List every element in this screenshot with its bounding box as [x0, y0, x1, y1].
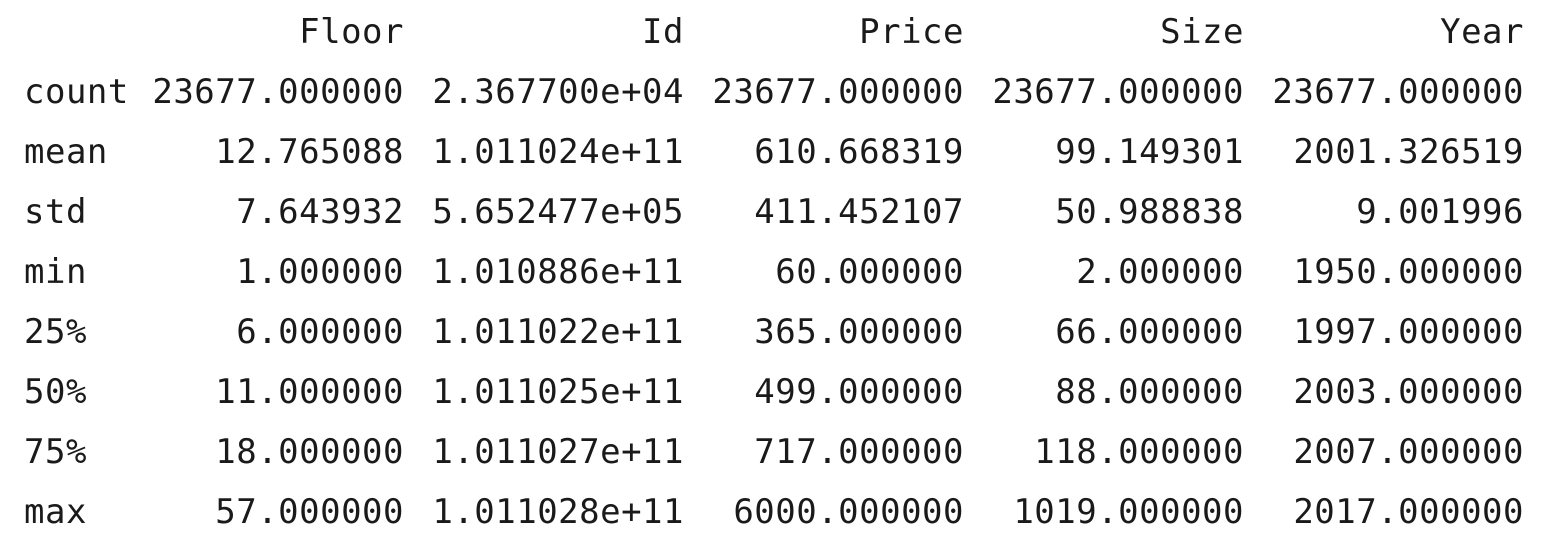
table-cell: 2003.000000	[1293, 372, 1524, 412]
table-cell: 1019.000000	[1013, 492, 1244, 532]
table-cell: 1997.000000	[1293, 312, 1524, 352]
table-cell: 12.765088	[215, 132, 404, 172]
table-row: std 7.643932 5.652477e+05 411.452107 50.…	[0, 182, 1556, 242]
table-cell: 2.000000	[1076, 252, 1244, 292]
table-cell: 23677.000000	[152, 72, 404, 112]
table-cell: 6000.000000	[733, 492, 964, 532]
table-cell: 411.452107	[754, 192, 964, 232]
table-cell: 5.652477e+05	[432, 192, 684, 232]
table-cell: 66.000000	[1055, 312, 1244, 352]
table-cell: 23677.000000	[992, 72, 1244, 112]
table-cell: 60.000000	[775, 252, 964, 292]
row-label: count	[24, 72, 129, 112]
table-row: 50% 11.000000 1.011025e+11 499.000000 88…	[0, 362, 1556, 422]
row-label: 25%	[24, 312, 87, 352]
table-cell: 365.000000	[754, 312, 964, 352]
table-row: 25% 6.000000 1.011022e+11 365.000000 66.…	[0, 302, 1556, 362]
table-cell: 9.001996	[1356, 192, 1524, 232]
table-cell: 18.000000	[215, 432, 404, 472]
table-cell: 2007.000000	[1293, 432, 1524, 472]
table-row: max 57.000000 1.011028e+11 6000.000000 1…	[0, 482, 1556, 542]
table-row: min 1.000000 1.010886e+11 60.000000 2.00…	[0, 242, 1556, 302]
table-cell: 11.000000	[215, 372, 404, 412]
table-cell: 717.000000	[754, 432, 964, 472]
table-cell: 1.010886e+11	[432, 252, 684, 292]
column-header-year: Year	[1440, 12, 1524, 52]
table-cell: 23677.000000	[1272, 72, 1524, 112]
table-cell: 6.000000	[236, 312, 404, 352]
column-header-floor: Floor	[299, 12, 404, 52]
table-row: 75% 18.000000 1.011027e+11 717.000000 11…	[0, 422, 1556, 482]
table-cell: 1.011028e+11	[432, 492, 684, 532]
table-cell: 118.000000	[1034, 432, 1244, 472]
row-label: mean	[24, 132, 108, 172]
column-header-price: Price	[859, 12, 964, 52]
table-cell: 1950.000000	[1293, 252, 1524, 292]
table-cell: 1.000000	[236, 252, 404, 292]
table-cell: 2017.000000	[1293, 492, 1524, 532]
table-cell: 23677.000000	[712, 72, 964, 112]
table-row: count 23677.000000 2.367700e+04 23677.00…	[0, 62, 1556, 122]
table-cell: 99.149301	[1055, 132, 1244, 172]
table-cell: 2.367700e+04	[432, 72, 684, 112]
column-header-size: Size	[1160, 12, 1244, 52]
table-cell: 610.668319	[754, 132, 964, 172]
row-label: 75%	[24, 432, 87, 472]
table-cell: 1.011027e+11	[432, 432, 684, 472]
table-cell: 88.000000	[1055, 372, 1244, 412]
table-cell: 57.000000	[215, 492, 404, 532]
row-label: std	[24, 192, 87, 232]
table-cell: 1.011022e+11	[432, 312, 684, 352]
row-label: max	[24, 492, 87, 532]
table-cell: 1.011024e+11	[432, 132, 684, 172]
table-cell: 499.000000	[754, 372, 964, 412]
table-row: mean 12.765088 1.011024e+11 610.668319 9…	[0, 122, 1556, 182]
column-header-id: Id	[642, 12, 684, 52]
row-label: min	[24, 252, 87, 292]
table-cell: 1.011025e+11	[432, 372, 684, 412]
table-cell: 7.643932	[236, 192, 404, 232]
table-header-row: Floor Id Price Size Year	[0, 2, 1556, 62]
row-label: 50%	[24, 372, 87, 412]
table-cell: 2001.326519	[1293, 132, 1524, 172]
table-cell: 50.988838	[1055, 192, 1244, 232]
